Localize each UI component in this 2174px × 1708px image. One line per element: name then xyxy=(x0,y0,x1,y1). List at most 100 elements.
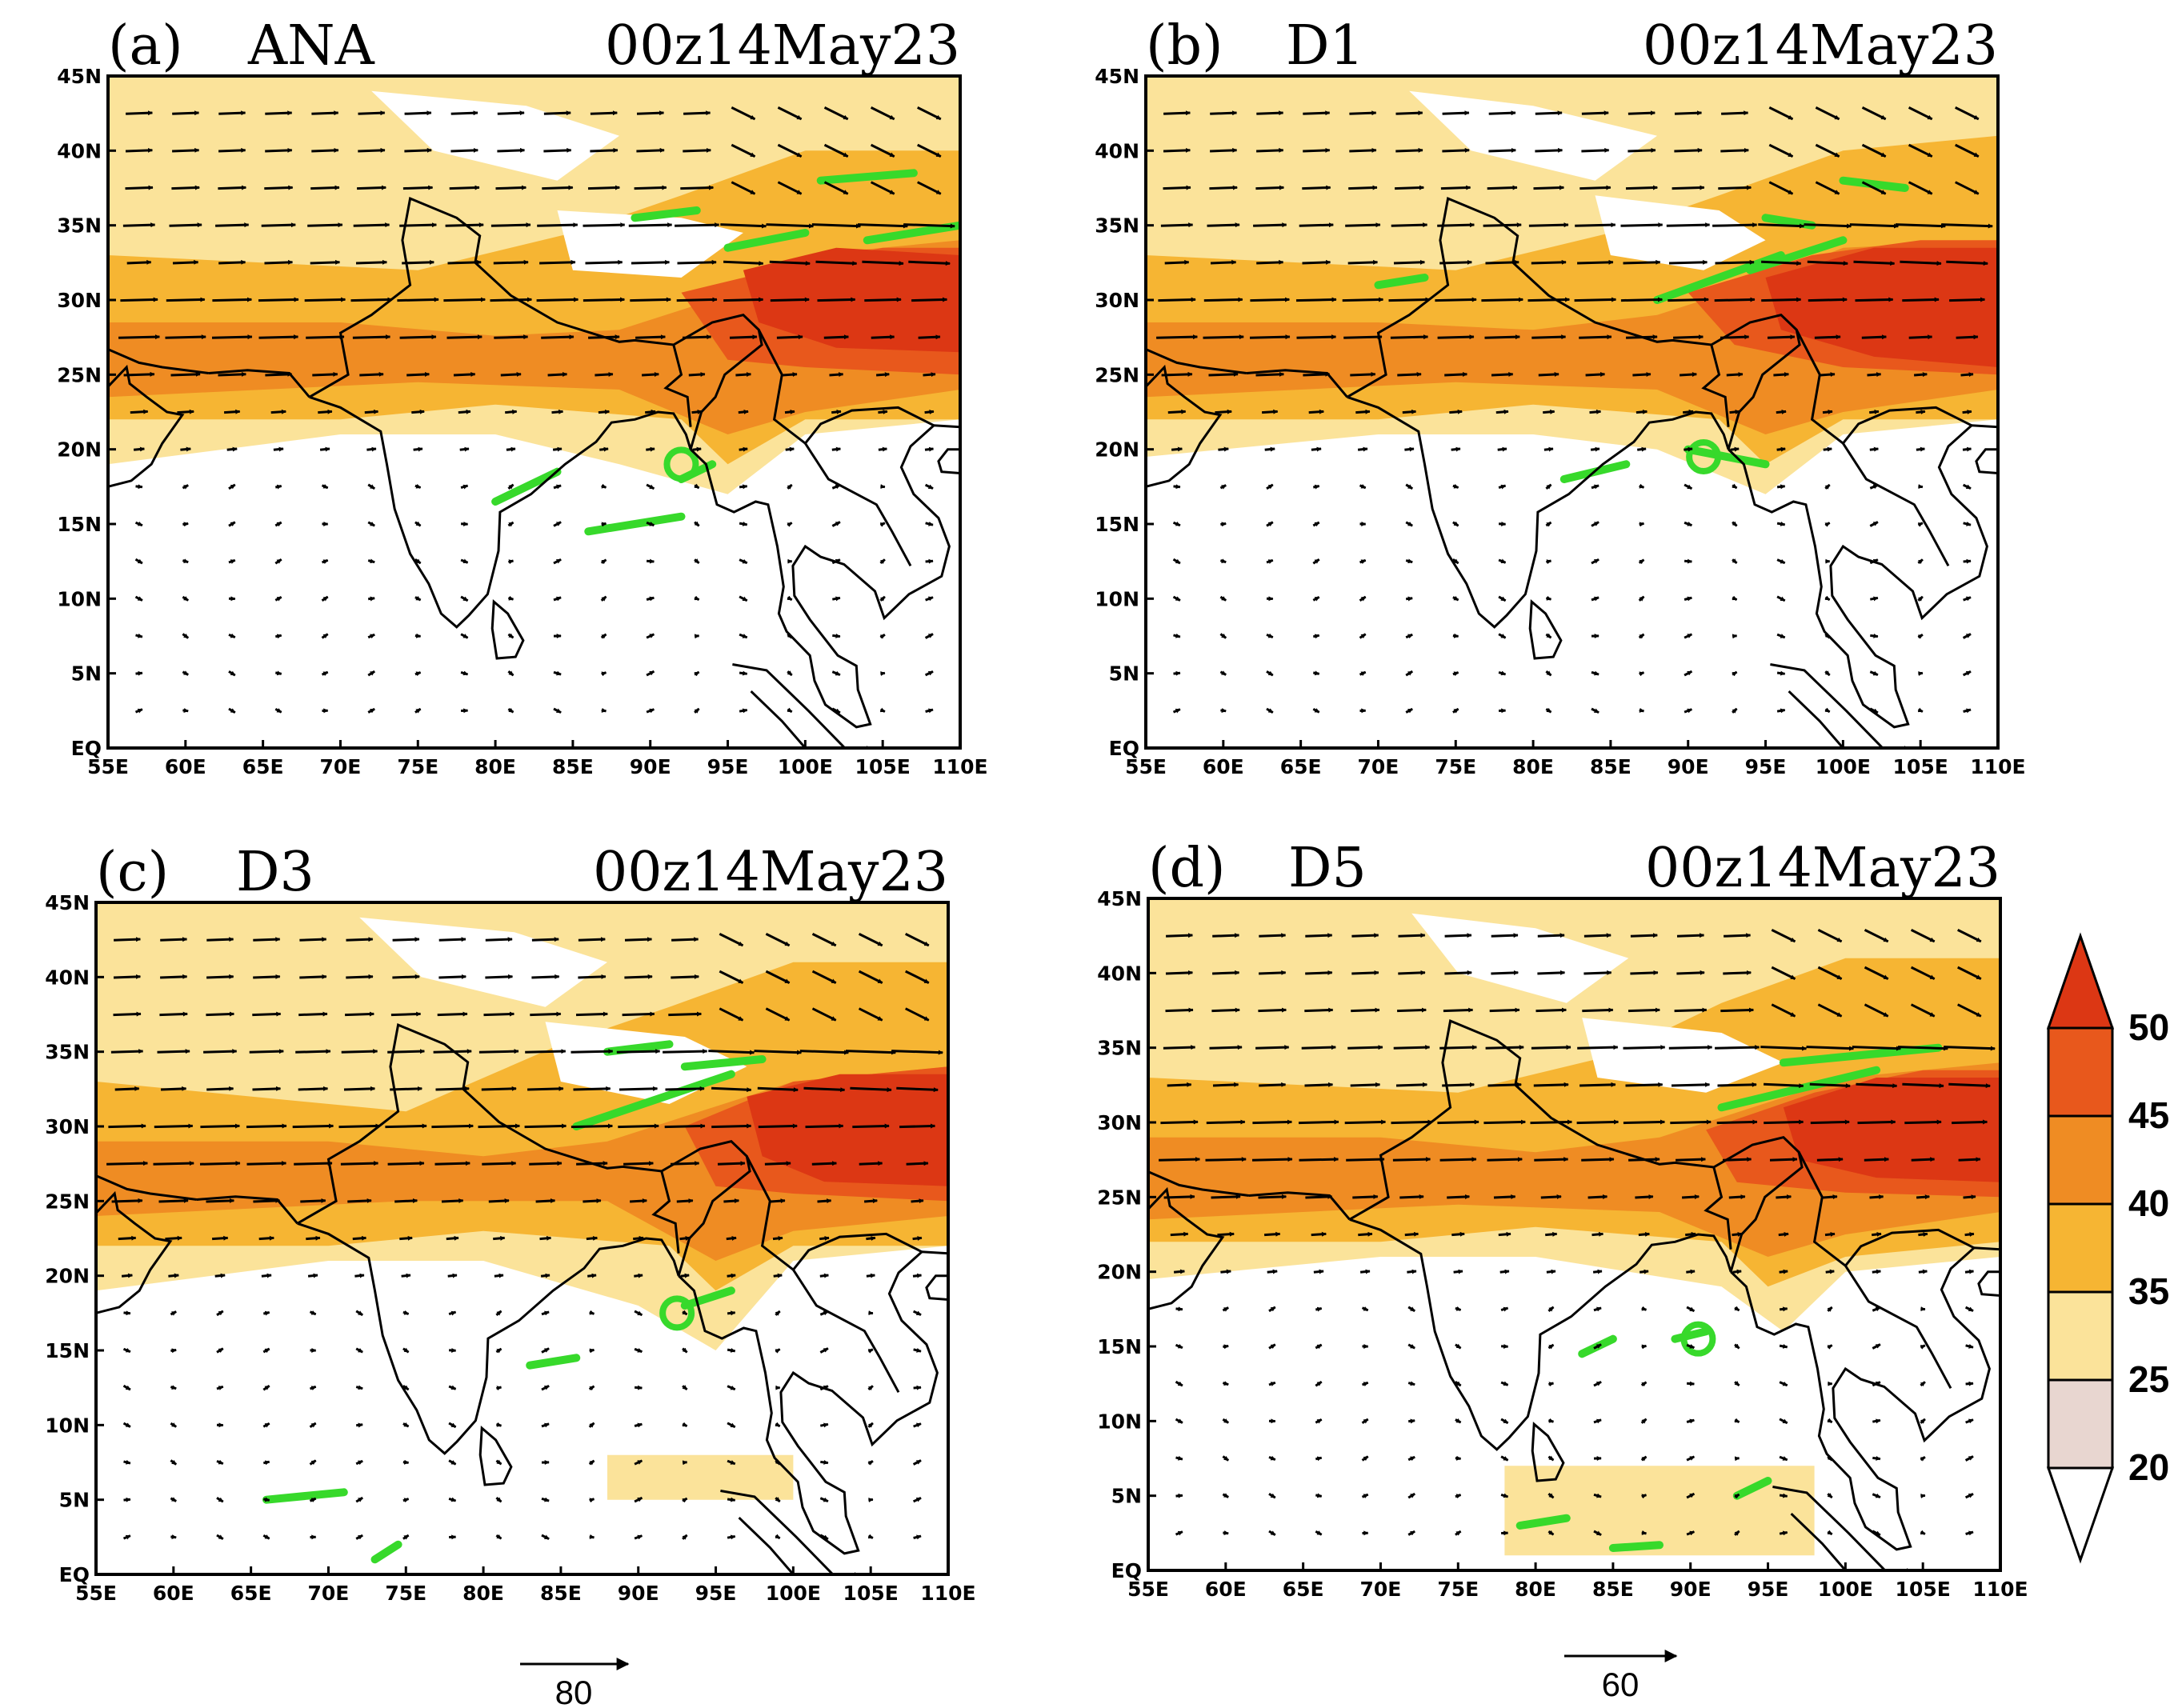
wind-vectors xyxy=(106,933,943,1541)
wind-arrow xyxy=(1872,1306,1881,1312)
wind-arrow xyxy=(775,1534,781,1540)
wind-arrow xyxy=(1776,446,1786,452)
lat-tick-label: 45N xyxy=(1095,65,1139,88)
wind-arrow xyxy=(1872,1381,1881,1387)
wind-arrow xyxy=(787,633,793,639)
wind-arrow xyxy=(495,1422,502,1427)
wind-arrow xyxy=(691,409,703,414)
wind-arrow xyxy=(1266,521,1274,527)
wind-arrow xyxy=(1779,1306,1788,1312)
lon-tick-label: 90E xyxy=(1670,1578,1712,1601)
lon-tick-label: 65E xyxy=(242,755,284,778)
wind-arrow xyxy=(1259,970,1287,975)
wind-arrow xyxy=(1455,1380,1462,1387)
wind-arrow xyxy=(924,446,935,452)
wind-arrow xyxy=(870,143,895,158)
wind-arrow xyxy=(1167,1082,1192,1087)
coastline xyxy=(108,348,210,374)
wind-arrow xyxy=(262,1460,270,1466)
wind-arrow xyxy=(1342,297,1384,302)
wind-arrow xyxy=(1455,1418,1462,1424)
wind-arrow xyxy=(1255,371,1284,377)
wind-arrow xyxy=(1674,147,1703,153)
wind-arrow xyxy=(1359,670,1367,677)
lon-tick-label: 60E xyxy=(1205,1578,1247,1601)
wind-arrow xyxy=(587,185,620,190)
coastline xyxy=(309,395,692,629)
wind-arrow xyxy=(1439,1157,1477,1162)
wind-arrow xyxy=(925,708,934,714)
wind-arrow xyxy=(831,670,841,676)
wind-arrow xyxy=(1591,707,1599,714)
wind-arrow xyxy=(1205,1157,1247,1162)
green-contour xyxy=(659,1295,695,1331)
wind-arrow xyxy=(675,222,720,228)
coastline xyxy=(690,424,960,729)
wind-arrow xyxy=(1407,1306,1415,1313)
wind-arrow xyxy=(214,1273,226,1278)
wind-arrow xyxy=(414,558,422,565)
wind-arrow xyxy=(1804,223,1852,229)
wind-arrow xyxy=(1965,1530,1974,1536)
wind-arrow xyxy=(1299,222,1334,228)
wind-arrow xyxy=(1312,558,1320,565)
wind-arrow xyxy=(578,974,607,979)
wind-arrow xyxy=(1963,1194,1976,1200)
wind-arrow xyxy=(169,222,202,228)
wind-arrow xyxy=(1957,1003,1982,1018)
wind-arrow xyxy=(126,110,153,116)
wind-arrow xyxy=(671,974,699,979)
wind-arrow xyxy=(913,1385,922,1390)
wind-arrow xyxy=(218,110,246,116)
lat-tick-label: EQ xyxy=(71,737,102,760)
wind-arrow xyxy=(1159,1157,1200,1162)
wind-arrow xyxy=(1531,259,1567,265)
wind-arrow xyxy=(262,1422,270,1428)
sri-lanka-outline xyxy=(490,598,525,660)
wind-arrow xyxy=(739,595,748,602)
wind-arrow xyxy=(1776,558,1786,565)
wind-arrow xyxy=(1768,106,1794,121)
wind-arrow xyxy=(1870,596,1879,602)
wind-arrow xyxy=(1253,222,1287,228)
wind-arrow xyxy=(811,970,837,984)
wind-arrow xyxy=(1917,634,1924,639)
lat-tick-label: 15N xyxy=(57,513,102,536)
wind-arrow xyxy=(1684,521,1692,527)
wind-arrow xyxy=(1917,707,1924,713)
wind-arrow xyxy=(1437,334,1475,340)
wind-arrow xyxy=(1589,409,1602,414)
wind-arrow xyxy=(1632,372,1652,378)
wind-arrow xyxy=(216,1310,224,1317)
wind-arrow xyxy=(542,185,574,190)
lon-tick-label: 105E xyxy=(855,755,911,778)
wind-arrow xyxy=(1251,1157,1293,1162)
lon-tick-label: 110E xyxy=(1972,1578,2028,1601)
wind-arrow xyxy=(172,147,200,153)
wind-arrow xyxy=(1219,633,1227,639)
wind-arrow xyxy=(433,1049,472,1054)
wind-arrow xyxy=(274,634,282,639)
wind-arrow xyxy=(1398,970,1426,975)
wind-arrow xyxy=(1540,1194,1562,1199)
panel-letter: (b) xyxy=(1146,14,1223,78)
wind-arrow xyxy=(913,1422,922,1428)
wind-arrow xyxy=(1684,596,1692,602)
wind-arrow xyxy=(1585,371,1606,377)
wind-arrow xyxy=(448,1310,457,1316)
wind-arrow xyxy=(1303,371,1331,377)
lon-tick-label: 90E xyxy=(1668,755,1709,778)
wind-arrow xyxy=(878,446,887,452)
wind-arrow xyxy=(215,222,250,228)
wind-arrow xyxy=(1917,595,1924,602)
wind-arrow xyxy=(1955,106,1980,121)
wind-arrow xyxy=(1734,1418,1740,1423)
wind-arrow xyxy=(1583,970,1612,975)
coastline xyxy=(308,197,763,450)
wind-arrow xyxy=(1402,409,1417,414)
wind-arrow xyxy=(541,1310,550,1316)
wind-arrow xyxy=(1256,110,1284,116)
shaded-region xyxy=(1595,195,1766,270)
colorbar-label-45: 45 xyxy=(2128,1094,2169,1136)
wind-arrow xyxy=(1869,409,1880,414)
